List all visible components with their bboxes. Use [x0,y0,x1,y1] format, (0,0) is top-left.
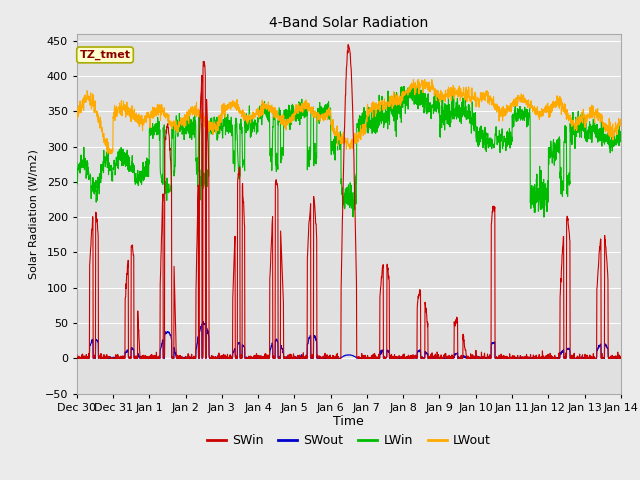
X-axis label: Time: Time [333,415,364,429]
Legend: SWin, SWout, LWin, LWout: SWin, SWout, LWin, LWout [202,429,495,452]
Title: 4-Band Solar Radiation: 4-Band Solar Radiation [269,16,428,30]
Text: TZ_tmet: TZ_tmet [79,50,131,60]
Y-axis label: Solar Radiation (W/m2): Solar Radiation (W/m2) [29,149,39,278]
